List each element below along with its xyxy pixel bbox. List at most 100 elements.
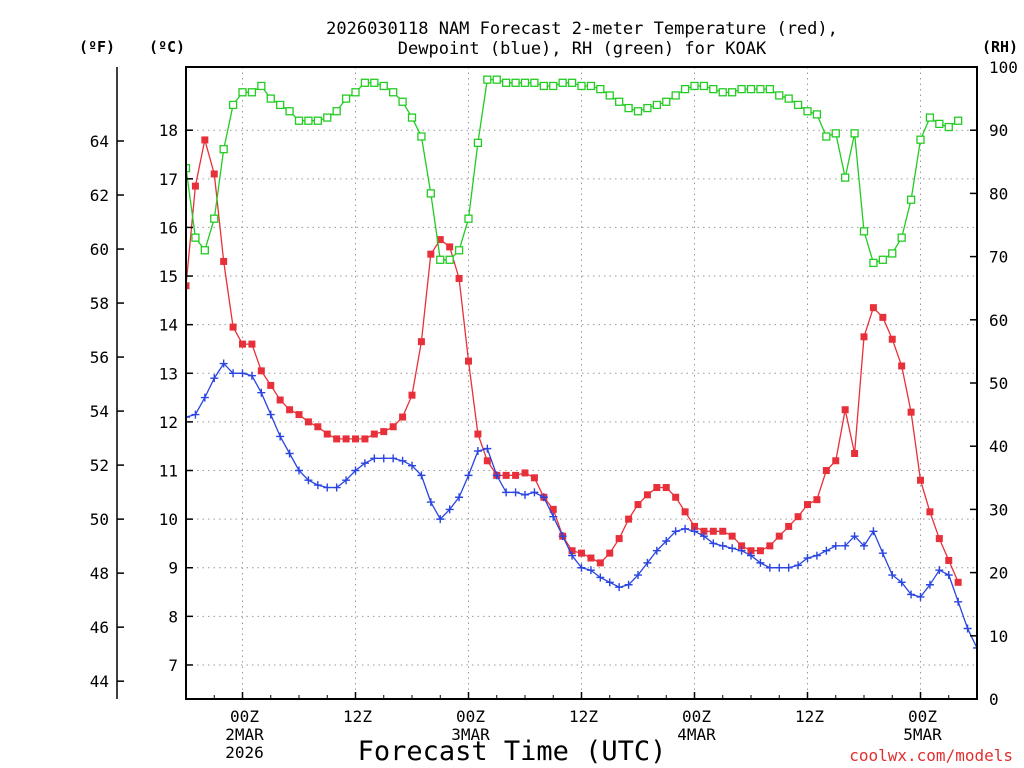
fahrenheit-tick-label: 62 <box>90 186 109 205</box>
temperature-point <box>700 527 708 535</box>
rh-tick-label: 100 <box>989 58 1018 77</box>
temperature-point <box>512 471 520 479</box>
dewpoint-point <box>812 551 821 560</box>
rh-point <box>567 78 577 87</box>
x-tick-label: 12Z <box>795 707 824 726</box>
rh-tick-label: 0 <box>989 690 999 709</box>
temperature-point <box>568 547 576 555</box>
temperature-point <box>323 430 331 438</box>
rh-point <box>313 116 322 125</box>
dewpoint-point <box>775 563 784 572</box>
temperature-point <box>738 542 746 550</box>
temperature-point <box>709 527 717 535</box>
rh-point <box>586 81 596 91</box>
dewpoint-point <box>699 532 708 541</box>
rh-point <box>360 78 370 87</box>
rh-point <box>869 258 878 268</box>
dewpoint-point <box>596 573 605 582</box>
temperature-point <box>446 243 454 251</box>
dewpoint-point <box>229 369 238 378</box>
rh-point <box>398 97 407 106</box>
temperature-point <box>267 381 275 389</box>
x-tick-label: 00Z <box>682 707 711 726</box>
rh-point <box>549 81 558 91</box>
dewpoint-point <box>747 551 755 560</box>
dewpoint-point <box>643 558 652 567</box>
temperature-point <box>201 136 209 144</box>
rh-point <box>680 84 690 94</box>
dewpoint-point <box>313 481 322 490</box>
dewpoint-point <box>568 551 577 560</box>
dewpoint-point <box>238 369 247 378</box>
temperature-point <box>549 505 557 513</box>
dewpoint-point <box>342 476 351 485</box>
dewpoint-point <box>549 512 558 521</box>
temperature-point <box>747 547 755 555</box>
rh-point <box>925 113 935 122</box>
rh-point <box>643 103 652 113</box>
temperature-point <box>917 476 924 484</box>
rh-point <box>294 116 304 125</box>
x-tick-label: 12Z <box>569 707 598 726</box>
dewpoint-point <box>276 432 285 441</box>
temperature-point <box>794 513 802 521</box>
temperature-point <box>436 236 444 244</box>
temperature-point <box>596 559 604 567</box>
dewpoint-point <box>398 456 407 465</box>
dewpoint-point <box>389 454 398 463</box>
dewpoint-point <box>200 393 209 402</box>
series-dewpoint <box>186 359 977 652</box>
rh-point <box>596 84 605 94</box>
dewpoint-point <box>878 549 887 558</box>
dewpoint-point <box>690 527 699 536</box>
dewpoint-point <box>502 488 511 497</box>
dewpoint-point <box>186 413 190 422</box>
temperature-point <box>822 467 830 475</box>
rh-point <box>436 255 445 264</box>
dewpoint-point <box>662 537 671 545</box>
rh-point <box>219 145 228 154</box>
temperature-point <box>728 532 736 540</box>
dewpoint-point <box>370 454 379 463</box>
temperature-point <box>408 391 416 399</box>
rh-point <box>191 233 200 242</box>
rh-tick-label: 90 <box>989 121 1008 140</box>
dewpoint-point <box>408 461 416 470</box>
dewpoint-point <box>511 488 520 497</box>
dewpoint-point <box>219 359 228 368</box>
rh-unit-label: (RH) <box>982 38 1018 56</box>
celsius-unit-label: (ºC) <box>149 38 185 56</box>
celsius-tick-label: 15 <box>159 267 178 286</box>
rh-point <box>737 84 746 94</box>
temperature-point <box>352 435 359 443</box>
rh-point <box>812 110 822 119</box>
dewpoint-point <box>794 561 803 570</box>
rh-point <box>558 78 567 87</box>
rh-point <box>765 84 774 94</box>
rh-point <box>407 113 417 122</box>
temperature-point <box>239 340 246 348</box>
dewpoint-point <box>436 515 445 524</box>
celsius-tick-label: 10 <box>159 510 178 529</box>
rh-tick-label: 50 <box>989 374 1008 393</box>
temperature-point <box>813 496 821 504</box>
temperature-point <box>220 257 228 265</box>
rh-point <box>530 78 539 87</box>
temperature-point <box>314 423 322 431</box>
rh-point <box>718 88 727 97</box>
temperature-point <box>898 362 906 370</box>
rh-point <box>323 113 332 122</box>
temperature-point <box>719 527 727 535</box>
temperature-point <box>615 535 623 543</box>
dewpoint-point <box>681 524 690 533</box>
rh-point <box>906 195 916 204</box>
dewpoint-point <box>417 471 426 480</box>
temperature-point <box>286 406 294 414</box>
rh-point <box>850 129 859 138</box>
temperature-point <box>643 491 651 499</box>
x-tick-label: 00Z <box>908 707 937 726</box>
rh-point <box>370 78 379 87</box>
x-tick-label: 3MAR <box>451 725 490 744</box>
dewpoint-point <box>944 571 953 580</box>
